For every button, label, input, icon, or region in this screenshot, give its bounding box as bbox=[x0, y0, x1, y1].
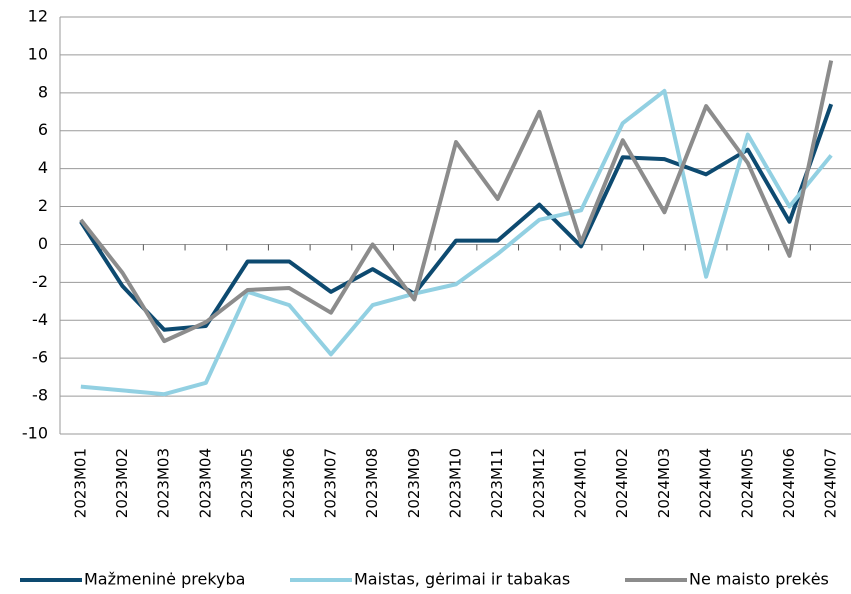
x-tick-label: 2023M08 bbox=[363, 448, 381, 518]
x-tick-label: 2023M07 bbox=[321, 448, 339, 518]
series-line bbox=[79, 60, 834, 344]
x-tick-label: 2024M07 bbox=[822, 448, 840, 518]
x-tick-label: 2024M03 bbox=[655, 448, 673, 518]
y-tick-label: 8 bbox=[38, 82, 48, 101]
x-tick-label: 2023M06 bbox=[280, 448, 298, 518]
x-tick-label: 2023M10 bbox=[447, 448, 465, 518]
x-tick-label: 2024M02 bbox=[613, 448, 631, 518]
x-tick-label: 2024M04 bbox=[697, 448, 715, 518]
y-tick-label: -6 bbox=[32, 348, 48, 367]
legend-label: Ne maisto prekės bbox=[689, 570, 829, 589]
y-tick-label: 0 bbox=[38, 234, 48, 253]
legend-label: Maistas, gėrimai ir tabakas bbox=[354, 570, 570, 589]
y-tick-label: -10 bbox=[22, 424, 48, 443]
series-line bbox=[80, 88, 833, 397]
y-tick-label: 12 bbox=[28, 7, 48, 26]
y-tick-label: 6 bbox=[38, 120, 48, 139]
y-tick-label: 10 bbox=[28, 44, 48, 63]
x-tick-label: 2023M11 bbox=[488, 448, 506, 518]
x-tick-label: 2023M03 bbox=[155, 448, 173, 518]
x-tick-label: 2023M01 bbox=[71, 448, 89, 518]
legend-label: Mažmeninė prekyba bbox=[84, 570, 245, 589]
x-tick-label: 2023M12 bbox=[530, 448, 548, 518]
y-tick-label: -2 bbox=[32, 272, 48, 291]
x-tick-label: 2024M05 bbox=[738, 448, 756, 518]
y-tick-label: 4 bbox=[38, 158, 48, 177]
x-tick-label: 2023M02 bbox=[113, 448, 131, 518]
x-tick-label: 2023M09 bbox=[405, 448, 423, 518]
y-tick-label: 2 bbox=[38, 196, 48, 215]
x-tick-label: 2023M04 bbox=[196, 448, 214, 518]
x-tick-label: 2024M01 bbox=[572, 448, 590, 518]
x-tick-label: 2024M06 bbox=[780, 448, 798, 518]
y-tick-label: -8 bbox=[32, 386, 48, 405]
y-tick-label: -4 bbox=[32, 310, 48, 329]
series-line bbox=[79, 103, 834, 332]
x-tick-label: 2023M05 bbox=[238, 448, 256, 518]
